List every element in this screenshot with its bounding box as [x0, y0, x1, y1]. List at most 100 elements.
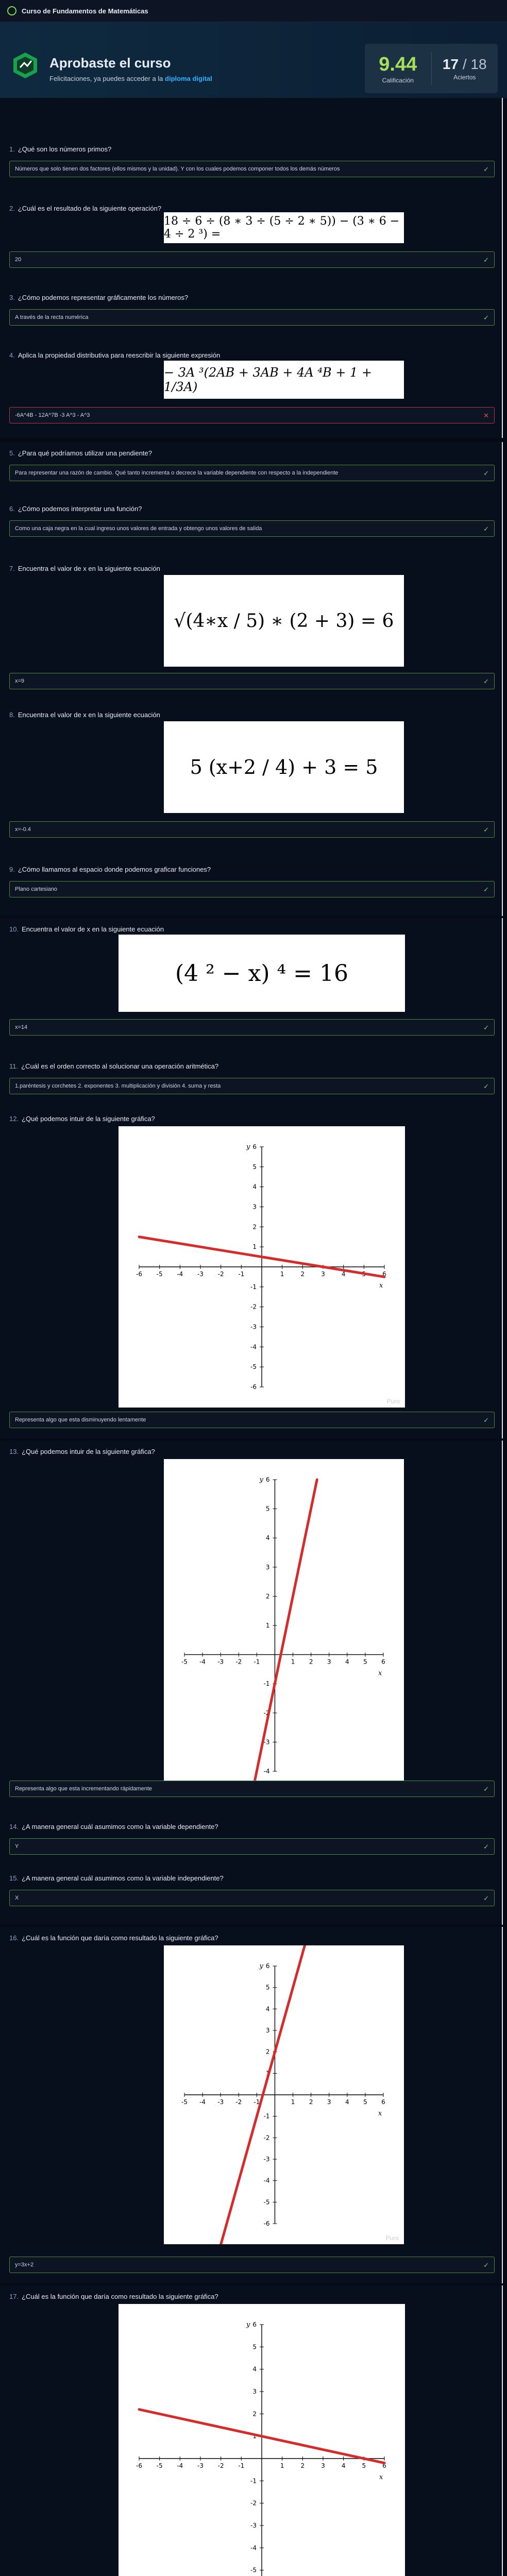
x-tick-label: 5 — [363, 2098, 367, 2106]
y-tick-label: 6 — [252, 2321, 257, 2328]
question-4: 4. Aplica la propiedad distributiva para … — [9, 351, 221, 359]
y-axis-label: y — [259, 1476, 263, 1484]
question-16: 16. ¿Cuál es la función que daría como re… — [9, 1934, 218, 1942]
answer-16: y=3x+2 ✓ — [9, 2257, 495, 2273]
y-tick-label: 3 — [266, 2027, 270, 2034]
y-tick-label: 5 — [252, 1163, 257, 1171]
y-tick-label: 5 — [252, 2343, 257, 2350]
x-tick-label: 3 — [321, 2462, 325, 2469]
y-tick-label: -4 — [250, 1343, 257, 1350]
x-tick-label: -5 — [157, 1270, 163, 1278]
y-tick-label: 4 — [266, 2005, 270, 2012]
y-tick-label: -5 — [263, 2198, 269, 2206]
x-tick-label: -3 — [197, 2462, 204, 2469]
y-tick-label: -4 — [250, 2544, 257, 2551]
incorrect-icon: ✕ — [483, 412, 489, 419]
x-tick-label: 1 — [280, 2462, 284, 2469]
correct-icon: ✓ — [483, 469, 489, 477]
answer-10: x=14 ✓ — [9, 1019, 495, 1036]
x-tick-label: 1 — [291, 2098, 295, 2106]
answer-1: Números que solo tienen dos factores (el… — [9, 161, 495, 177]
y-tick-label: -1 — [263, 2113, 269, 2120]
question-4-answer: -6A^4B - 12A^7B -3 A^3 - A^3 ✕ — [9, 407, 495, 423]
x-tick-label: -2 — [235, 2098, 242, 2106]
x-tick-label: -3 — [217, 1658, 224, 1666]
y-tick-label: 6 — [266, 1962, 270, 1970]
diploma-link[interactable]: diploma digital — [165, 75, 212, 82]
y-tick-label: -1 — [263, 1680, 269, 1687]
graph-watermark: Puro — [387, 1398, 400, 1405]
correct-icon: ✓ — [483, 1785, 489, 1793]
y-tick-label: 6 — [252, 1143, 257, 1150]
y-tick-label: 4 — [252, 2366, 257, 2373]
y-tick-label: -2 — [250, 1303, 257, 1311]
question-panel-d: 13. ¿Qué podemos intuir de la siguiente g… — [0, 1440, 503, 1925]
x-tick-label: 4 — [345, 2098, 349, 2106]
question-5: 5. ¿Para qué podríamos utilizar una pendi… — [9, 448, 495, 481]
course-title: Curso de Fundamentos de Matemáticas — [22, 7, 148, 15]
x-tick-label: 6 — [381, 1658, 385, 1666]
x-tick-label: -4 — [177, 2462, 183, 2469]
y-tick-label: 1 — [252, 1243, 257, 1250]
y-tick-label: -2 — [250, 2500, 257, 2507]
graph-17: -6-5-4-3-2-1123456-6-5-4-3-2-1123456xyPu… — [119, 2304, 405, 2576]
question-6: 6. ¿Cómo podemos interpretar una función?… — [9, 504, 495, 537]
y-tick-label: 3 — [266, 1564, 270, 1571]
question-panel-b: 5. ¿Para qué podríamos utilizar una pendi… — [0, 442, 503, 916]
question-1: 1. ¿Qué son los números primos? Números q… — [9, 144, 495, 177]
x-tick-label: -1 — [238, 2462, 244, 2469]
correct-icon: ✓ — [483, 1082, 489, 1090]
score-label: Calificación — [382, 76, 414, 84]
series-line — [138, 1235, 386, 1278]
x-tick-label: -4 — [199, 2098, 206, 2106]
answer-9: Plano cartesiano ✓ — [9, 881, 495, 897]
correct-icon: ✓ — [483, 165, 489, 173]
formula-4: − 3A ³(2AB + 3AB + 4A ⁴B + 1 + 1/3A) — [164, 361, 404, 399]
x-tick-label: 4 — [345, 1658, 349, 1666]
x-tick-label: 1 — [280, 1270, 284, 1278]
y-tick-label: 5 — [266, 1505, 270, 1513]
question-14: 14. ¿A manera general cuál asumimos como … — [9, 1822, 495, 1855]
y-tick-label: -6 — [263, 2220, 269, 2227]
x-tick-label: 4 — [342, 2462, 346, 2469]
y-tick-label: 6 — [266, 1476, 270, 1483]
graph-12: -6-5-4-3-2-1123456-6-5-4-3-2-1123456xyPu… — [119, 1126, 405, 1408]
course-logo-icon — [7, 6, 16, 15]
x-tick-label: -1 — [238, 1270, 244, 1278]
correct-icon: ✓ — [483, 525, 489, 533]
correct-icon: ✓ — [483, 677, 489, 685]
y-tick-label: -4 — [263, 1768, 269, 1775]
y-tick-label: -3 — [250, 2522, 257, 2529]
formula-8: 5 (x+2 / 4) + 3 = 5 — [164, 721, 404, 813]
y-tick-label: 1 — [252, 2433, 257, 2440]
question-12: 12. ¿Qué podemos intuir de la siguiente g… — [9, 1115, 155, 1123]
x-axis-label: x — [378, 1670, 382, 1677]
y-axis-label: y — [246, 2321, 250, 2329]
correct-icon: ✓ — [483, 1024, 489, 1031]
x-tick-label: -6 — [136, 2462, 142, 2469]
x-tick-label: 5 — [362, 2462, 366, 2469]
top-bar: Curso de Fundamentos de Matemáticas — [0, 0, 507, 22]
x-tick-label: 2 — [309, 2098, 313, 2106]
result-subtitle: Felicitaciones, ya puedes acceder a la d… — [49, 75, 212, 82]
answer-8: x=-0.4 ✓ — [9, 821, 495, 838]
score-box: 9.44 Calificación 17 / 18 Aciertos — [365, 44, 498, 93]
answer-2: 20 ✓ — [9, 251, 495, 268]
question-12-answer: Representa algo que esta disminuyendo le… — [9, 1412, 495, 1428]
y-tick-label: 4 — [266, 1534, 270, 1541]
y-tick-label: -1 — [250, 1283, 257, 1291]
x-tick-label: -3 — [217, 2098, 224, 2106]
y-tick-label: 2 — [266, 1592, 270, 1600]
y-tick-label: 3 — [252, 2388, 257, 2395]
question-10: 10. Encuentra el valor de x en la siguien… — [9, 925, 164, 933]
x-axis-label: x — [379, 2473, 383, 2481]
y-tick-label: -5 — [250, 1363, 257, 1370]
y-tick-label: 5 — [266, 1984, 270, 1991]
y-axis-label: y — [259, 1962, 263, 1970]
x-tick-label: 6 — [381, 2098, 385, 2106]
question-2: 2. ¿Cuál es el resultado de la siguiente … — [9, 205, 162, 212]
formula-10: (4 ² − x) ⁴ = 16 — [119, 935, 405, 1012]
x-tick-label: 4 — [342, 1270, 346, 1278]
